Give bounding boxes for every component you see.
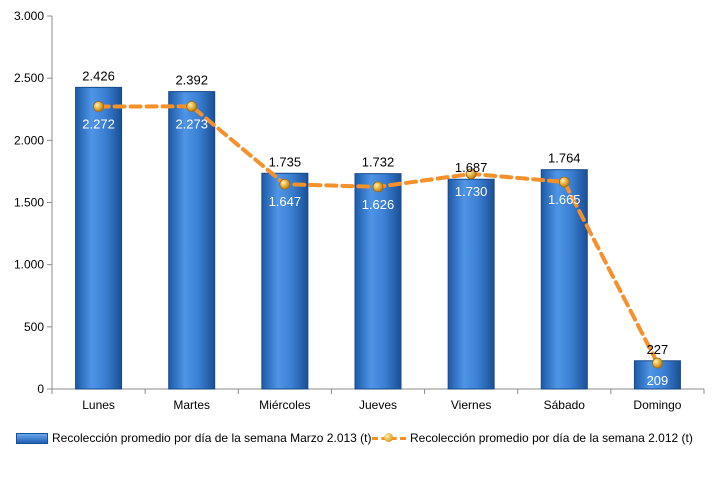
legend-bar-swatch <box>16 432 48 444</box>
bar-value-label: 2.392 <box>175 73 208 88</box>
legend-line-swatch <box>372 432 406 444</box>
bar <box>540 169 588 390</box>
line-value-label: 1.626 <box>362 197 395 212</box>
y-tick-label: 0 <box>37 382 44 396</box>
x-tick-label: Jueves <box>359 398 397 412</box>
line-value-label: 1.647 <box>269 194 302 209</box>
x-tick-label: Sábado <box>544 398 586 412</box>
legend-label-bar: Recolección promedio por día de la seman… <box>52 431 372 445</box>
bar <box>447 178 495 390</box>
line-value-label: 209 <box>647 373 669 388</box>
y-tick-label: 500 <box>24 320 44 334</box>
x-tick-label: Miércoles <box>259 398 310 412</box>
line-value-label: 1.665 <box>548 192 581 207</box>
x-tick-label: Viernes <box>451 398 491 412</box>
bar-value-label: 1.735 <box>269 154 302 169</box>
line-series <box>93 100 663 369</box>
line-value-label: 2.273 <box>175 116 208 131</box>
legend-item-line: Recolección promedio por día de la seman… <box>372 431 693 445</box>
bar <box>633 360 681 390</box>
line-value-label: 1.730 <box>455 184 488 199</box>
x-tick-label: Domingo <box>633 398 681 412</box>
legend-item-bar: Recolección promedio por día de la seman… <box>16 431 372 445</box>
bar <box>75 86 123 390</box>
axes: 0 500 1.000 1.500 2.000 2.500 3.000 Lunes Martes… <box>14 9 705 412</box>
bar-series <box>75 86 681 390</box>
data-labels: 2.426 2.392 1.735 1.732 1.687 1.764 227 2.272 2.… <box>82 68 668 388</box>
line-point <box>93 101 104 112</box>
y-tick-label: 1.000 <box>14 258 44 272</box>
bar-value-label: 1.687 <box>455 160 488 175</box>
bar <box>168 91 216 390</box>
y-tick-label: 2.000 <box>14 133 44 147</box>
bar-value-label: 1.732 <box>362 155 395 170</box>
y-tick-label: 3.000 <box>14 9 44 23</box>
x-tick-label: Lunes <box>82 398 115 412</box>
bar-value-label: 1.764 <box>548 151 581 166</box>
legend: Recolección promedio por día de la seman… <box>16 431 716 449</box>
bar-value-label: 227 <box>647 342 669 357</box>
bar <box>354 173 402 390</box>
line-point <box>465 168 477 180</box>
x-tick-label: Martes <box>173 398 210 412</box>
y-tick-label: 1.500 <box>14 196 44 210</box>
line-point <box>652 357 663 369</box>
line-point <box>186 100 198 112</box>
line-point <box>558 176 570 188</box>
bar-value-label: 2.426 <box>82 68 115 83</box>
legend-label-line: Recolección promedio por día de la seman… <box>410 431 693 445</box>
y-tick-label: 2.500 <box>14 71 44 85</box>
bar <box>261 172 309 390</box>
line-value-label: 2.272 <box>82 117 115 132</box>
line-point <box>372 181 384 193</box>
line-point <box>279 178 291 190</box>
